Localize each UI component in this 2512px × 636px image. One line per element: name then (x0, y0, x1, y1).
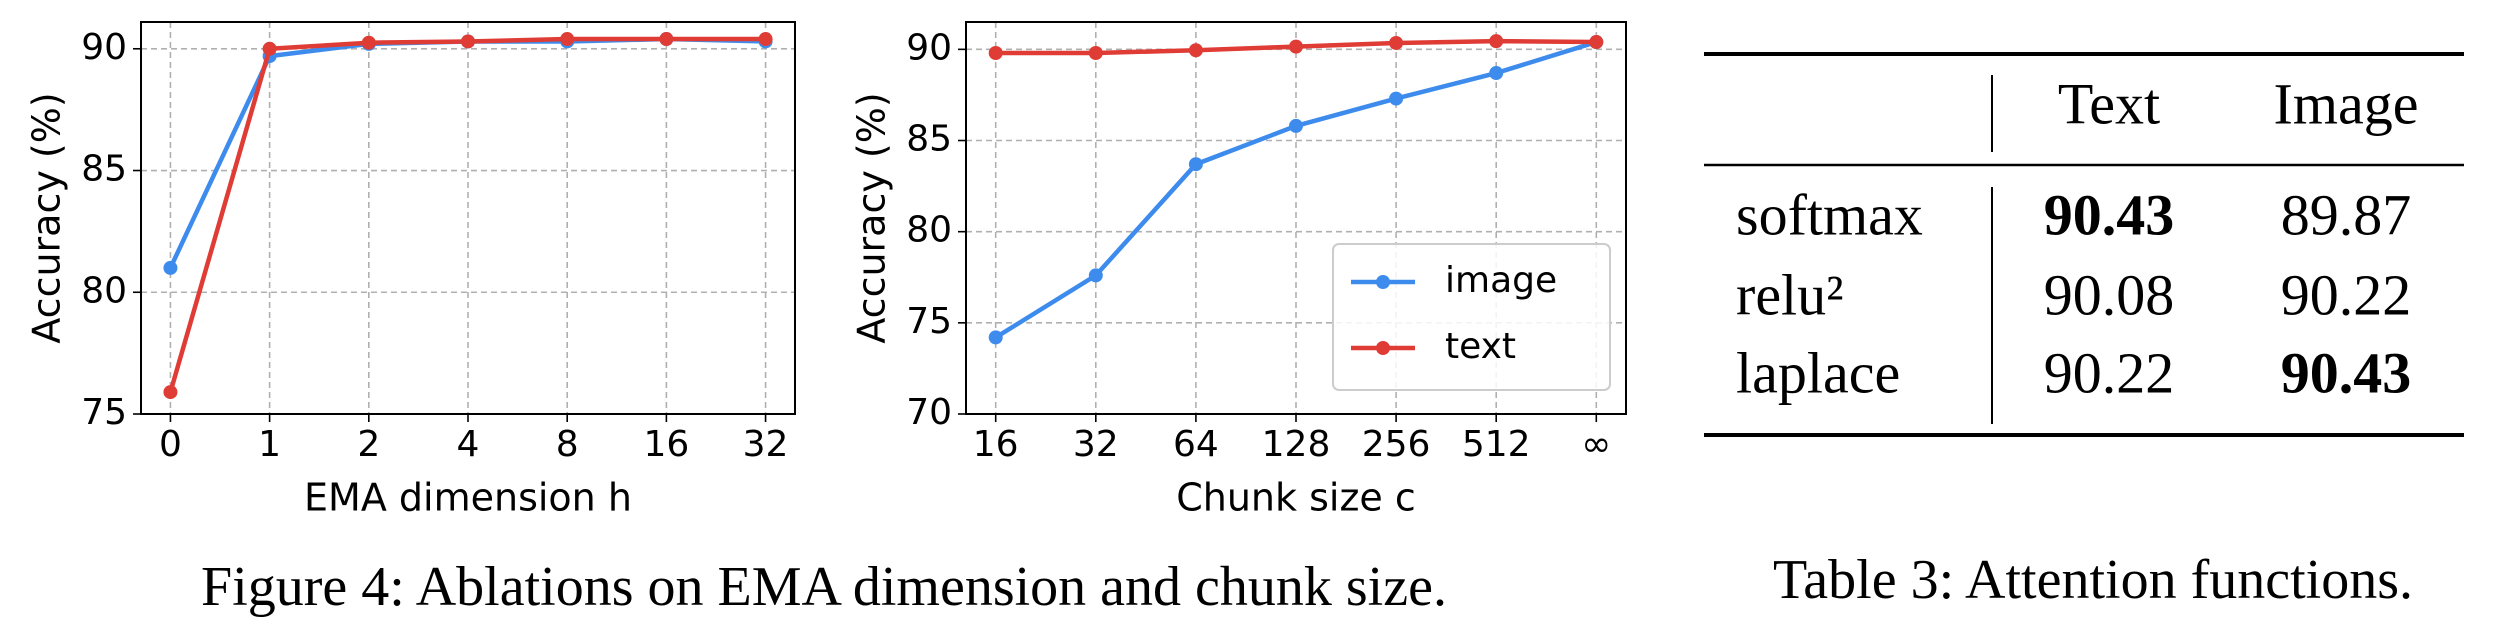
figure-caption: Figure 4: Ablations on EMA dimension and… (201, 556, 1447, 618)
cell: 90.43 (2281, 340, 2412, 405)
point (163, 385, 178, 400)
point (1589, 35, 1604, 50)
row-name: relu² (1736, 262, 1844, 327)
y-tick-label: 85 (906, 119, 952, 160)
column-header: Text (2058, 71, 2160, 136)
cell: 90.43 (2044, 182, 2175, 247)
x-tick-label: 0 (159, 424, 182, 465)
y-tick-label: 90 (906, 27, 952, 68)
point (1088, 45, 1103, 60)
point (1188, 157, 1203, 172)
y-tick-label: 75 (906, 301, 952, 342)
legend-marker (1376, 341, 1390, 355)
chart: 75 80 85 90 0 1 2 4 8 16 32 EMA dimension h Accuracy… (25, 21, 796, 520)
legend-label: text (1445, 326, 1516, 367)
cell: 90.22 (2044, 340, 2175, 405)
x-tick-label: 16 (973, 424, 1019, 465)
point (1489, 34, 1504, 49)
x-tick-label: 64 (1173, 424, 1219, 465)
y-tick-label: 85 (81, 149, 127, 190)
y-tick-label: 70 (906, 392, 952, 433)
axes-frame (140, 21, 796, 415)
x-tick-label: ∞ (1581, 424, 1611, 465)
point (988, 330, 1003, 345)
legend-marker (1376, 275, 1390, 289)
legend-label: image (1445, 260, 1557, 301)
point (758, 32, 773, 47)
x-tick-label: 16 (643, 424, 689, 465)
x-axis-label: Chunk size c (1176, 476, 1416, 520)
x-tick-label: 32 (1073, 424, 1119, 465)
x-tick-label: 128 (1262, 424, 1331, 465)
point (1188, 43, 1203, 58)
x-tick-label: 2 (357, 424, 380, 465)
point (560, 32, 575, 47)
cell: 89.87 (2281, 182, 2412, 247)
point (1389, 35, 1404, 50)
table-caption: Table 3: Attention functions. (1773, 549, 2413, 611)
chart: 70 75 80 85 90 16 32 64 128 256 512 ∞ Chunk size c Ac… (850, 21, 1627, 520)
point (361, 35, 376, 50)
point (1289, 39, 1303, 54)
point (163, 260, 178, 275)
y-tick-label: 90 (81, 27, 127, 68)
row-name: softmax (1736, 182, 1923, 247)
point (1088, 268, 1103, 283)
y-tick-label: 75 (81, 392, 127, 433)
point (1389, 91, 1404, 106)
column-header: Image (2274, 71, 2419, 136)
row-name: laplace (1736, 340, 1900, 405)
y-tick-label: 80 (81, 270, 127, 311)
cell: 90.22 (2281, 262, 2412, 327)
point (1489, 66, 1504, 81)
x-tick-label: 256 (1362, 424, 1431, 465)
x-tick-label: 4 (457, 424, 480, 465)
point (659, 32, 674, 47)
x-tick-label: 32 (743, 424, 789, 465)
point (262, 41, 277, 56)
axes-frame (965, 21, 1627, 415)
x-tick-label: 8 (556, 424, 579, 465)
cell: 90.08 (2044, 262, 2175, 327)
point (1289, 118, 1303, 133)
point (461, 34, 475, 49)
point (988, 45, 1003, 60)
y-axis-label: Accuracy (%) (25, 92, 69, 343)
x-tick-label: 512 (1462, 424, 1531, 465)
y-axis-label: Accuracy (%) (850, 92, 894, 343)
y-tick-label: 80 (906, 210, 952, 251)
x-tick-label: 1 (258, 424, 281, 465)
x-axis-label: EMA dimension h (304, 476, 632, 520)
